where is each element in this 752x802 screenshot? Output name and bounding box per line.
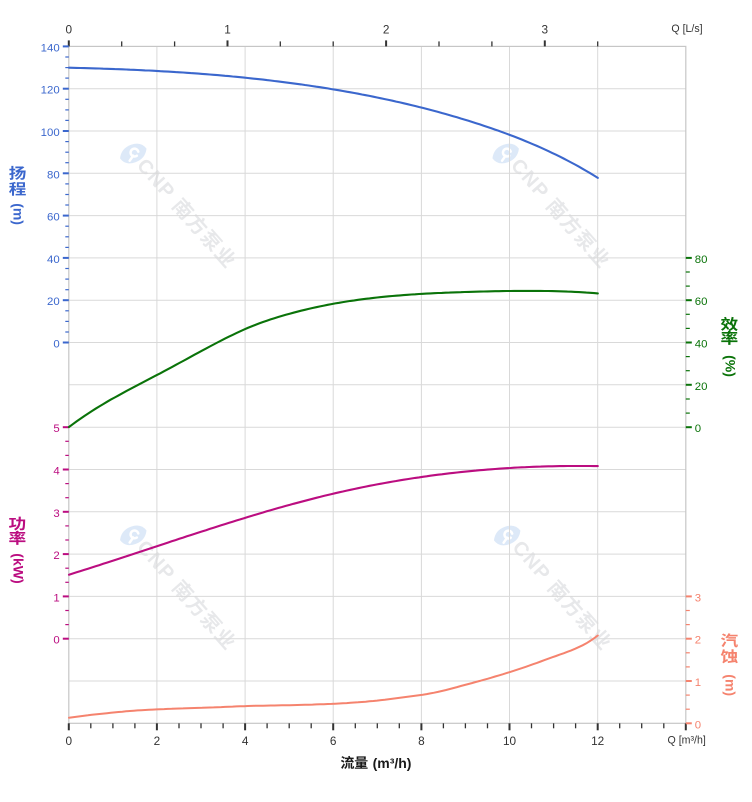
svg-text:80: 80	[695, 254, 708, 266]
svg-text:3: 3	[695, 592, 701, 604]
svg-text:60: 60	[47, 212, 60, 224]
svg-text:20: 20	[695, 381, 708, 393]
svg-text:100: 100	[41, 127, 60, 139]
svg-text:5: 5	[53, 423, 59, 435]
svg-text:(m): (m)	[722, 674, 738, 696]
svg-text:40: 40	[695, 339, 708, 351]
svg-text:8: 8	[418, 734, 425, 748]
svg-text:1: 1	[53, 592, 59, 604]
svg-text:1: 1	[224, 22, 231, 36]
svg-text:80: 80	[47, 169, 60, 181]
svg-text:0: 0	[66, 734, 73, 748]
svg-text:Q [L/s]: Q [L/s]	[671, 23, 702, 35]
svg-text:20: 20	[47, 296, 60, 308]
svg-text:0: 0	[53, 635, 59, 647]
svg-text:60: 60	[695, 296, 708, 308]
svg-text:10: 10	[503, 734, 517, 748]
svg-text:2: 2	[53, 550, 59, 562]
svg-text:2: 2	[695, 635, 701, 647]
svg-text:(kW): (kW)	[10, 553, 26, 583]
svg-text:0: 0	[53, 339, 59, 351]
svg-text:3: 3	[542, 22, 549, 36]
svg-text:4: 4	[53, 466, 59, 478]
svg-text:(m): (m)	[10, 203, 26, 225]
svg-text:1: 1	[695, 677, 701, 689]
svg-text:(m³/h): (m³/h)	[373, 755, 412, 771]
svg-text:120: 120	[41, 85, 60, 97]
svg-text:140: 140	[41, 42, 60, 54]
svg-text:40: 40	[47, 254, 60, 266]
svg-text:6: 6	[330, 734, 337, 748]
svg-text:3: 3	[53, 508, 59, 520]
svg-text:4: 4	[242, 734, 249, 748]
svg-text:2: 2	[154, 734, 161, 748]
svg-text:(%): (%)	[722, 355, 738, 377]
svg-text:12: 12	[591, 734, 604, 748]
svg-text:0: 0	[695, 719, 701, 731]
svg-text:2: 2	[383, 22, 390, 36]
svg-text:0: 0	[66, 22, 73, 36]
svg-text:Q [m³/h]: Q [m³/h]	[668, 735, 706, 747]
svg-text:0: 0	[695, 423, 701, 435]
